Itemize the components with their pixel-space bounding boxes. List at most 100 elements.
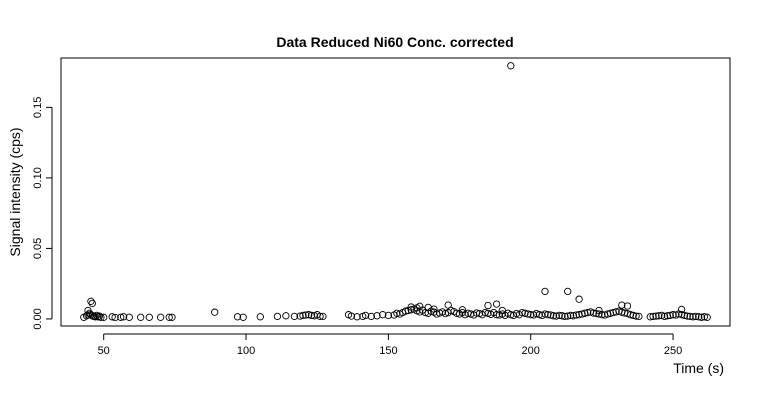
data-point	[165, 313, 173, 321]
data-point	[379, 311, 387, 319]
data-points	[80, 62, 711, 322]
data-point	[581, 309, 589, 317]
data-point	[649, 312, 657, 321]
y-tick-label: 0.10	[32, 167, 44, 188]
data-point	[307, 311, 316, 320]
data-point	[316, 312, 324, 321]
data-point	[444, 301, 452, 309]
data-point	[299, 311, 307, 320]
data-point	[119, 313, 128, 321]
x-tick-label: 50	[98, 345, 110, 357]
x-axis: 50 100 150 200 250	[98, 333, 682, 357]
data-point	[629, 311, 637, 320]
data-point	[453, 309, 461, 317]
data-point	[524, 310, 532, 318]
data-point	[484, 301, 492, 310]
data-point	[555, 311, 563, 320]
data-point	[458, 306, 467, 314]
data-point	[92, 311, 101, 320]
data-point	[88, 299, 96, 308]
y-tick-label: 0.05	[32, 238, 44, 259]
data-point	[544, 311, 552, 319]
data-point	[319, 312, 327, 321]
data-point	[282, 312, 290, 320]
data-point	[660, 312, 669, 321]
data-point	[564, 287, 572, 296]
data-point	[401, 307, 410, 315]
data-point	[655, 312, 663, 320]
data-point	[595, 306, 603, 315]
data-point	[290, 312, 299, 321]
data-point	[498, 306, 506, 315]
data-point	[117, 313, 125, 321]
data-point	[507, 62, 515, 70]
data-point	[541, 287, 549, 296]
data-point	[541, 310, 549, 318]
data-point	[575, 311, 583, 319]
data-point	[407, 303, 415, 311]
data-point	[663, 312, 672, 320]
data-point	[384, 311, 393, 320]
data-point	[507, 311, 515, 319]
data-point	[626, 311, 635, 319]
data-point	[84, 311, 92, 319]
data-point	[652, 312, 660, 320]
data-point	[125, 313, 133, 321]
data-point	[547, 311, 555, 319]
data-point	[669, 311, 677, 319]
data-point	[666, 311, 674, 320]
data-point	[618, 301, 626, 309]
plot-frame	[60, 57, 731, 327]
data-point	[535, 311, 543, 319]
data-point	[703, 313, 711, 321]
data-point	[413, 304, 421, 312]
data-point	[575, 295, 583, 303]
data-point	[623, 302, 632, 310]
y-axis-label: Signal intensity (cps)	[7, 127, 23, 256]
data-point	[302, 311, 310, 319]
data-point	[108, 313, 116, 321]
data-point	[578, 310, 586, 318]
data-point	[518, 308, 526, 317]
data-point	[305, 311, 313, 319]
data-point	[632, 312, 640, 320]
data-point	[618, 308, 626, 316]
data-point	[686, 312, 694, 321]
data-point	[521, 309, 529, 317]
data-point	[137, 313, 145, 321]
data-point	[552, 312, 560, 320]
data-point	[677, 305, 686, 314]
data-point	[561, 312, 569, 321]
data-point	[296, 312, 304, 320]
data-point	[692, 312, 700, 321]
data-point	[430, 305, 438, 313]
data-point	[273, 312, 282, 321]
data-point	[361, 311, 370, 320]
data-point	[606, 309, 615, 317]
data-point	[683, 312, 691, 320]
chart-title: Data Reduced Ni60 Conc. corrected	[276, 34, 513, 50]
data-point	[492, 300, 501, 308]
y-tick-label: 0.15	[32, 97, 44, 118]
x-axis-label: Time (s)	[673, 360, 724, 376]
data-point	[603, 310, 612, 318]
data-point	[97, 313, 105, 321]
data-point	[584, 308, 592, 317]
x-tick-label: 250	[664, 345, 682, 357]
data-point	[156, 313, 165, 321]
data-point	[612, 308, 620, 316]
data-point	[697, 313, 706, 321]
data-point	[700, 313, 709, 321]
data-point	[145, 313, 153, 321]
data-point	[609, 308, 617, 317]
y-tick-label: 0.00	[32, 308, 44, 329]
data-point	[373, 312, 381, 320]
data-point	[680, 311, 689, 320]
data-point	[689, 313, 697, 321]
data-point	[256, 313, 264, 321]
data-point	[572, 311, 580, 319]
data-point	[233, 313, 242, 321]
y-axis: 0.00 0.05 0.10 0.15	[32, 97, 53, 330]
data-point	[695, 313, 703, 321]
